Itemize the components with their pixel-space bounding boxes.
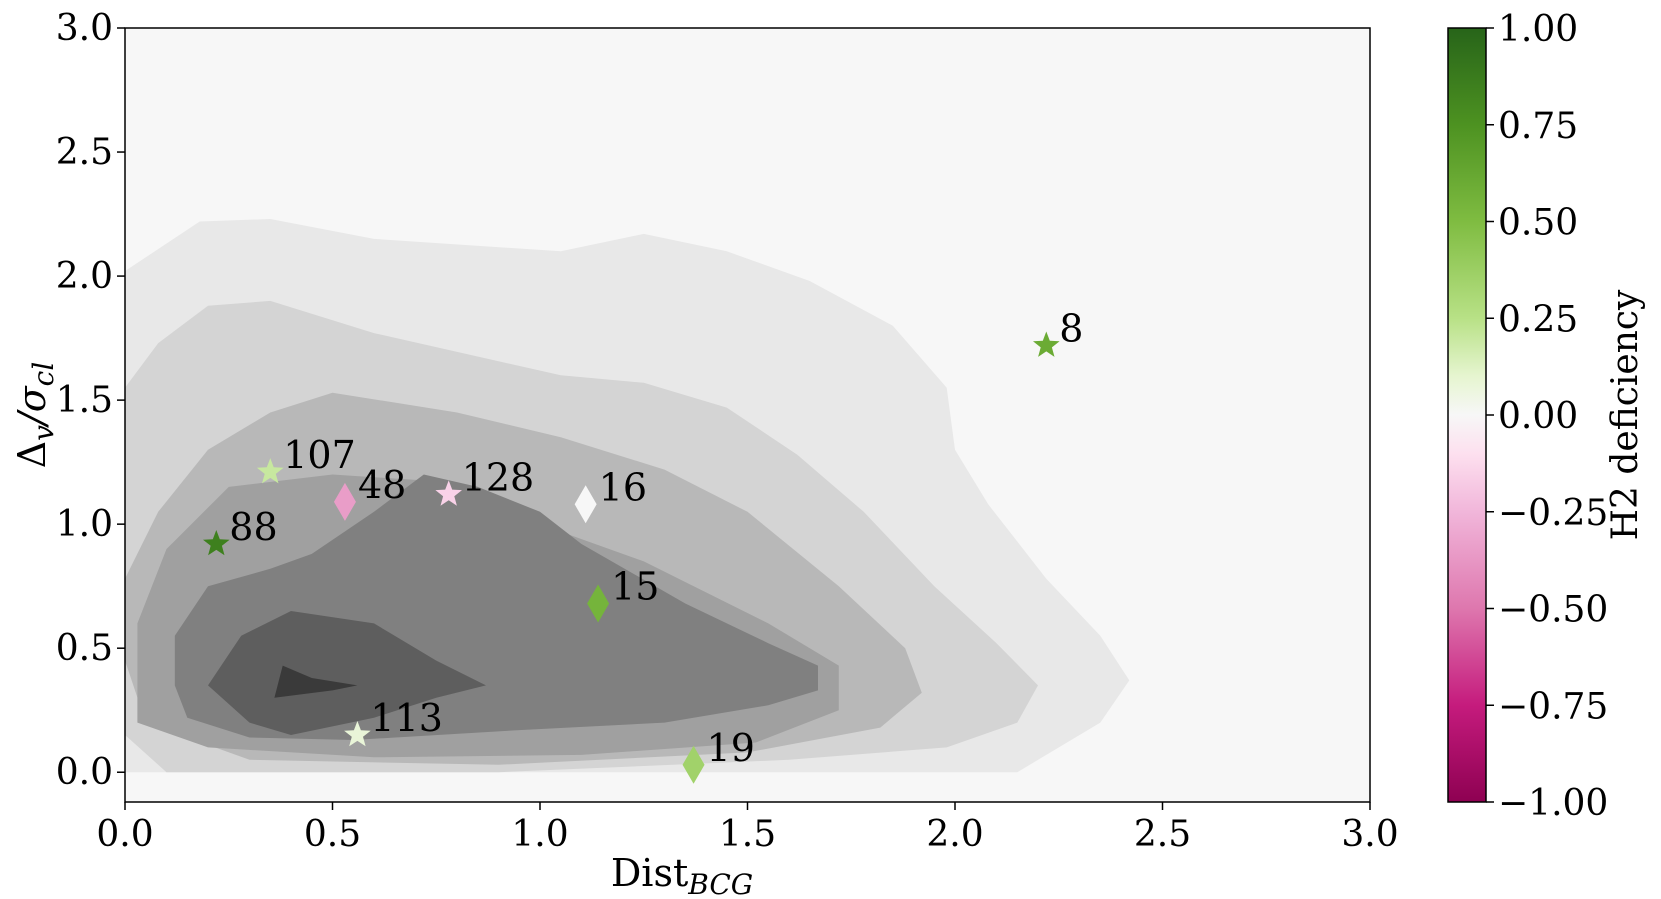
point-label-128: 128 bbox=[462, 455, 535, 499]
colorbar-tick-label: −0.75 bbox=[1498, 686, 1608, 727]
diamond-marker-19 bbox=[682, 745, 705, 784]
x-tick-label: 0.0 bbox=[96, 814, 153, 855]
x-tick-label: 3.0 bbox=[1341, 814, 1398, 855]
y-axis: 0.0 0.5 1.0 1.5 2.0 2.5 3.0 bbox=[56, 8, 125, 793]
y-tick-label: 1.5 bbox=[56, 380, 113, 421]
colorbar-tick-label: 0.00 bbox=[1498, 396, 1578, 437]
x-tick-label: 2.5 bbox=[1134, 814, 1191, 855]
colorbar-tick-label: −1.00 bbox=[1498, 783, 1608, 824]
colorbar-ticks: 1.00 0.75 0.50 0.25 0.00 −0.25 −0.50 −0.75 −1.00 bbox=[1486, 9, 1608, 824]
x-tick-label: 1.5 bbox=[719, 814, 776, 855]
colorbar-tick-label: 0.25 bbox=[1498, 299, 1578, 340]
colorbar-tick-label: −0.25 bbox=[1498, 493, 1608, 534]
x-axis-label: DistBCG bbox=[611, 851, 753, 899]
point-label-16: 16 bbox=[599, 465, 647, 509]
density-contours bbox=[125, 28, 1370, 802]
colorbar bbox=[1447, 27, 1487, 803]
diamond-marker-15 bbox=[587, 584, 610, 623]
y-tick-label: 0.0 bbox=[56, 752, 113, 793]
x-tick-label: 2.0 bbox=[926, 814, 983, 855]
x-tick-label: 0.5 bbox=[304, 814, 361, 855]
y-axis-label: Δv/σcl bbox=[10, 362, 60, 469]
point-label-8: 8 bbox=[1059, 307, 1083, 351]
star-marker-113 bbox=[344, 721, 371, 747]
point-label-107: 107 bbox=[283, 433, 356, 477]
x-tick-label: 1.0 bbox=[511, 814, 568, 855]
star-marker-128 bbox=[435, 480, 462, 506]
diamond-marker-16 bbox=[574, 485, 597, 524]
y-tick-label: 0.5 bbox=[56, 628, 113, 669]
colorbar-tick-label: −0.50 bbox=[1498, 590, 1608, 631]
x-axis: 0.0 0.5 1.0 1.5 2.0 2.5 3.0 bbox=[96, 802, 1399, 855]
point-label-88: 88 bbox=[229, 505, 277, 549]
point-label-19: 19 bbox=[707, 726, 755, 770]
star-marker-8 bbox=[1033, 331, 1060, 357]
colorbar-tick-label: 0.75 bbox=[1498, 106, 1578, 147]
colorbar-label: H2 deficiency bbox=[1605, 289, 1646, 540]
contour-level-7 bbox=[274, 665, 358, 698]
star-marker-88 bbox=[203, 530, 230, 556]
star-marker-107 bbox=[256, 458, 284, 484]
colorbar-tick-label: 1.00 bbox=[1498, 9, 1578, 50]
point-label-113: 113 bbox=[370, 696, 443, 740]
y-tick-label: 3.0 bbox=[56, 8, 113, 49]
y-tick-label: 1.0 bbox=[56, 504, 113, 545]
y-tick-label: 2.0 bbox=[56, 256, 113, 297]
y-tick-label: 2.5 bbox=[56, 132, 113, 173]
point-label-15: 15 bbox=[611, 565, 659, 609]
contour-level-6 bbox=[208, 611, 486, 735]
diamond-marker-48 bbox=[333, 482, 356, 521]
colorbar-tick-label: 0.50 bbox=[1498, 203, 1578, 244]
point-label-48: 48 bbox=[358, 463, 406, 507]
